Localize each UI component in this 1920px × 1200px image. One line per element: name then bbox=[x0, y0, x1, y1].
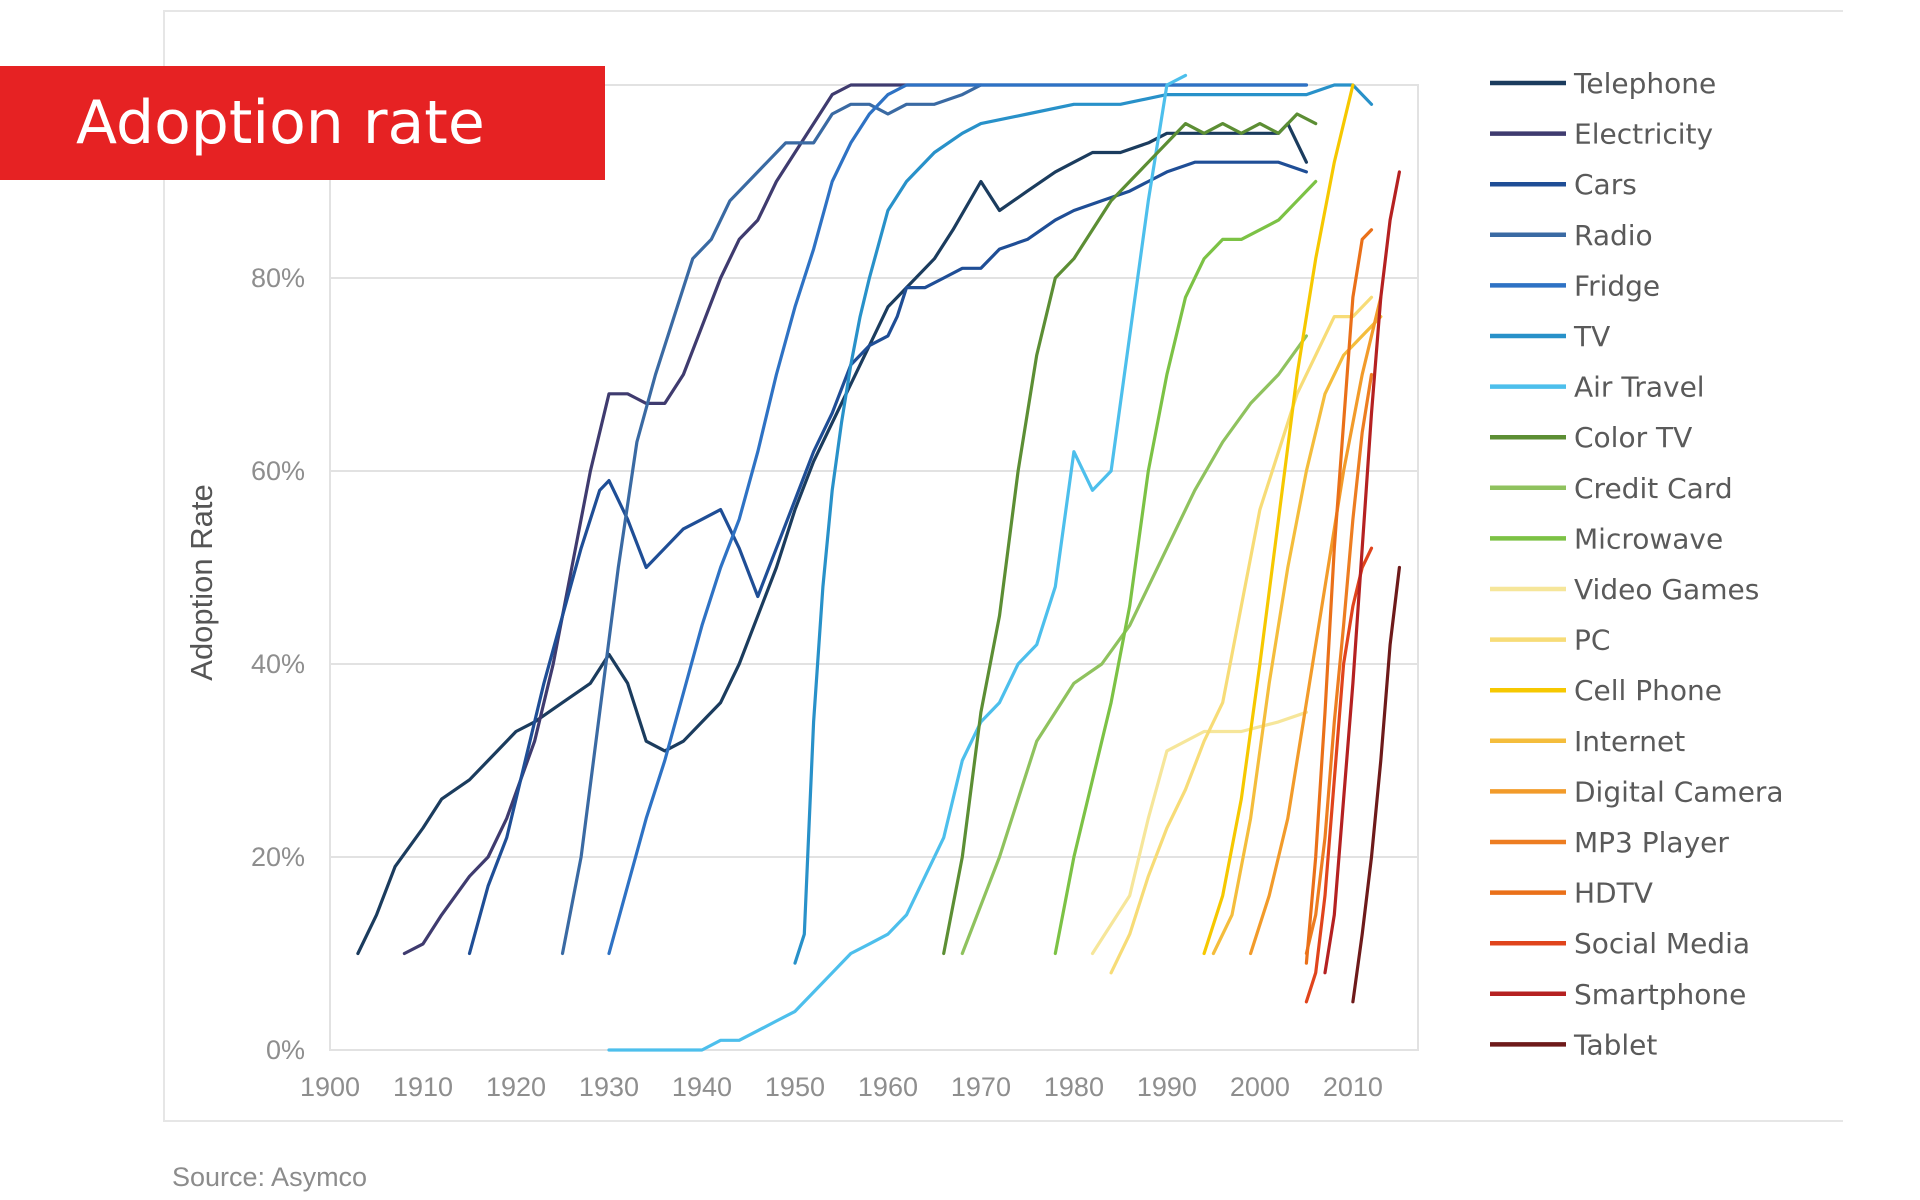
x-tick-label: 1980 bbox=[1044, 1072, 1104, 1102]
x-tick-label: 1910 bbox=[393, 1072, 453, 1102]
x-tick-label: 1930 bbox=[579, 1072, 639, 1102]
series-line-digital-camera bbox=[1249, 295, 1383, 956]
legend-label: Video Games bbox=[1574, 573, 1759, 606]
y-axis-label: Adoption Rate bbox=[184, 484, 219, 680]
series-line-smartphone bbox=[1323, 170, 1401, 975]
series-line-cell-phone bbox=[1202, 83, 1355, 956]
y-tick-label: 60% bbox=[251, 456, 305, 486]
y-tick-label: 20% bbox=[251, 842, 305, 872]
legend-label: Internet bbox=[1574, 725, 1685, 758]
series-line-tv bbox=[793, 83, 1374, 965]
series-line-video-games bbox=[1090, 710, 1308, 956]
plot-area bbox=[329, 84, 1419, 1051]
x-tick-label: 1920 bbox=[486, 1072, 546, 1102]
series-line-electricity bbox=[402, 83, 983, 956]
y-tick-label: 80% bbox=[251, 263, 305, 293]
legend-label: Digital Camera bbox=[1574, 775, 1784, 808]
y-tick-label: 0% bbox=[266, 1035, 305, 1065]
banner-title: Adoption rate bbox=[76, 88, 485, 158]
series-line-cars bbox=[467, 160, 1308, 956]
x-tick-label: 1950 bbox=[765, 1072, 825, 1102]
legend-label: Air Travel bbox=[1574, 371, 1705, 404]
x-tick-label: 1960 bbox=[858, 1072, 918, 1102]
series-line-tablet bbox=[1351, 565, 1401, 1004]
legend-label: PC bbox=[1574, 624, 1610, 657]
x-tick-label: 1900 bbox=[300, 1072, 360, 1102]
legend-label: HDTV bbox=[1574, 877, 1653, 910]
legend-label: Cell Phone bbox=[1574, 674, 1722, 707]
legend-label: Color TV bbox=[1574, 421, 1692, 454]
legend-label: Tablet bbox=[1573, 1028, 1657, 1061]
legend-label: Social Media bbox=[1574, 927, 1750, 960]
legend-label: Credit Card bbox=[1574, 472, 1733, 505]
series-line-color-tv bbox=[942, 112, 1318, 956]
title-banner: Adoption rate bbox=[0, 66, 605, 180]
x-tick-label: 1940 bbox=[672, 1072, 732, 1102]
series-line-credit-card bbox=[960, 334, 1308, 956]
series-line-mp3-player bbox=[1304, 372, 1374, 956]
series-line-telephone bbox=[356, 122, 1308, 956]
series-line-microwave bbox=[1053, 179, 1318, 956]
y-tick-label: 40% bbox=[251, 649, 305, 679]
legend-label: Fridge bbox=[1574, 269, 1660, 302]
legend-label: Telephone bbox=[1573, 67, 1716, 100]
x-tick-label: 2000 bbox=[1230, 1072, 1290, 1102]
legend-label: MP3 Player bbox=[1574, 826, 1729, 859]
series-line-radio bbox=[560, 83, 1308, 956]
series-line-fridge bbox=[607, 83, 1308, 956]
x-tick-label: 2010 bbox=[1323, 1072, 1383, 1102]
source-note: Source: Asymco bbox=[172, 1162, 368, 1192]
series-line-internet bbox=[1211, 315, 1383, 956]
series-line-pc bbox=[1109, 295, 1374, 975]
legend-label: Radio bbox=[1574, 219, 1653, 252]
legend-label: TV bbox=[1573, 320, 1610, 353]
x-tick-label: 1970 bbox=[951, 1072, 1011, 1102]
chart-frame bbox=[163, 10, 1843, 1122]
x-tick-label: 1990 bbox=[1137, 1072, 1197, 1102]
legend-label: Electricity bbox=[1574, 118, 1713, 151]
series-line-air-travel bbox=[607, 73, 1188, 1052]
legend-label: Cars bbox=[1574, 168, 1637, 201]
legend-label: Microwave bbox=[1574, 522, 1723, 555]
series-line-hdtv bbox=[1304, 228, 1374, 965]
legend-label: Smartphone bbox=[1574, 978, 1746, 1011]
